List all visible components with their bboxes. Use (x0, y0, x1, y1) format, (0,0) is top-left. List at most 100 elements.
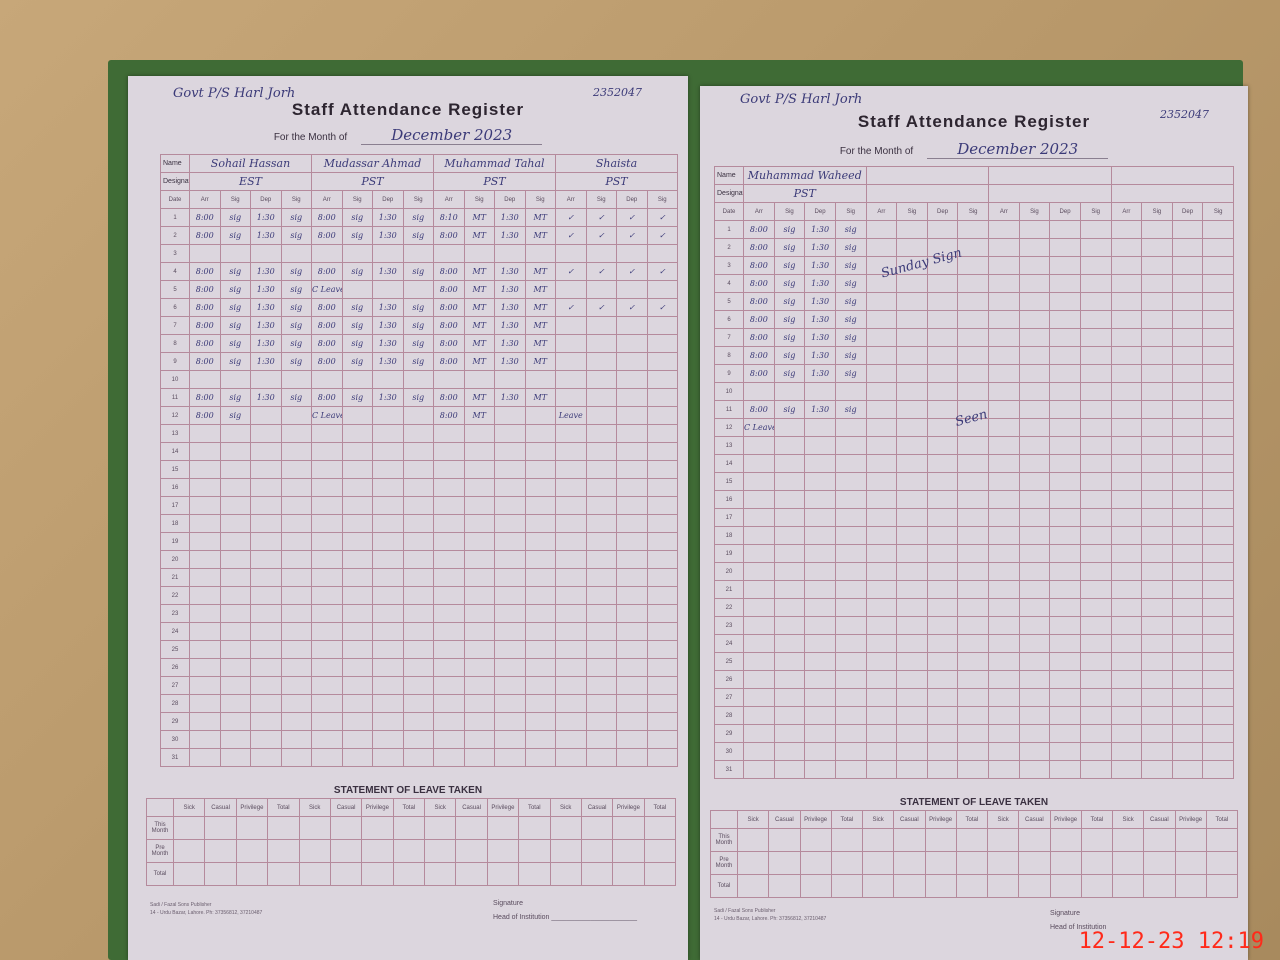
table-row: 26 (160, 658, 678, 677)
leave-header: Total (1205, 810, 1239, 829)
attendance-cell (1202, 508, 1234, 527)
column-header: Arr (555, 190, 587, 209)
leave-cell (1080, 851, 1114, 875)
column-header: Sig (280, 190, 312, 209)
attendance-cell: 8:00 (189, 208, 221, 227)
attendance-cell (865, 706, 898, 725)
date-cell: 2 (714, 238, 744, 257)
column-header: Sig (219, 190, 251, 209)
attendance-cell (926, 454, 959, 473)
column-header: Sig (957, 202, 989, 221)
attendance-cell: sig (219, 208, 251, 227)
attendance-cell (896, 742, 928, 761)
attendance-cell (1018, 454, 1051, 473)
date-cell: 20 (160, 550, 190, 569)
attendance-cell (1171, 292, 1204, 311)
attendance-cell (896, 616, 928, 635)
leave-cell (1205, 851, 1239, 875)
attendance-cell (372, 658, 404, 677)
attendance-cell (1079, 742, 1112, 761)
attendance-cell (773, 562, 806, 581)
attendance-cell (957, 544, 989, 563)
staff-designation: PST (311, 172, 434, 191)
attendance-cell: sig (219, 280, 251, 299)
attendance-cell (896, 274, 928, 293)
attendance-cell (463, 460, 495, 479)
attendance-cell (555, 244, 587, 263)
head-of-institution-label: Head of Institution (1050, 924, 1106, 931)
attendance-cell (926, 526, 959, 545)
leave-row: Total (146, 862, 677, 886)
attendance-cell (311, 730, 343, 749)
leave-cell (612, 839, 645, 863)
attendance-cell (1171, 400, 1204, 419)
attendance-cell (804, 598, 836, 617)
month-value: December 2023 (927, 140, 1109, 159)
attendance-cell (988, 256, 1020, 275)
attendance-cell (743, 616, 775, 635)
leave-header: Total (1080, 810, 1114, 829)
attendance-cell (1079, 508, 1112, 527)
attendance-cell (616, 658, 648, 677)
attendance-cell (463, 478, 495, 497)
attendance-cell (1018, 400, 1051, 419)
attendance-cell (402, 676, 434, 695)
attendance-cell: 1:30 (250, 388, 282, 407)
attendance-cell (585, 316, 617, 335)
attendance-cell (1079, 382, 1112, 401)
date-cell: 7 (714, 328, 744, 347)
leave-cell (1174, 874, 1207, 898)
table-row: 9 8:00 sig 1:30 sig (714, 364, 1234, 383)
attendance-cell (1171, 742, 1204, 761)
staff-name (865, 166, 989, 185)
attendance-cell (585, 460, 617, 479)
attendance-cell (524, 712, 556, 731)
attendance-cell (646, 406, 678, 425)
attendance-cell (1110, 472, 1143, 491)
table-row: 11 8:00 sig 1:30 sig (714, 400, 1234, 419)
date-cell: 23 (714, 616, 744, 635)
leave-cell (1205, 828, 1239, 852)
attendance-cell (957, 652, 989, 671)
attendance-cell (524, 694, 556, 713)
leave-header-row: Sick Casual Privilege Total Sick Casual Privil… (710, 810, 1239, 829)
attendance-cell: 8:00 (189, 406, 221, 425)
attendance-cell (804, 436, 836, 455)
attendance-cell (402, 748, 434, 767)
attendance-cell (988, 238, 1020, 257)
attendance-cell (463, 676, 495, 695)
leave-corner (710, 810, 738, 829)
attendance-cell (926, 436, 959, 455)
attendance-cell (1018, 652, 1051, 671)
date-header: Date (714, 202, 744, 221)
leave-header: Casual (455, 798, 488, 817)
attendance-cell (926, 616, 959, 635)
leave-cell (518, 816, 551, 840)
attendance-cell (743, 724, 775, 743)
attendance-cell (1141, 310, 1173, 329)
attendance-cell (1018, 544, 1051, 563)
attendance-cell: 1:30 (804, 310, 836, 329)
attendance-cell (804, 472, 836, 491)
attendance-cell (896, 688, 928, 707)
attendance-cell (189, 730, 221, 749)
attendance-cell (834, 562, 867, 581)
attendance-cell: MT (524, 262, 556, 281)
attendance-cell (1049, 706, 1081, 725)
attendance-cell: sig (402, 262, 434, 281)
attendance-cell (1079, 220, 1112, 239)
attendance-cell (1202, 760, 1234, 779)
attendance-cell: 1:30 (494, 226, 526, 245)
leave-row: This Month (146, 816, 677, 840)
attendance-cell (311, 496, 343, 515)
leave-header: Total (955, 810, 989, 829)
attendance-cell: 8:00 (743, 400, 775, 419)
attendance-cell (372, 280, 404, 299)
attendance-cell (1110, 508, 1143, 527)
date-cell: 8 (714, 346, 744, 365)
attendance-cell (1049, 310, 1081, 329)
month-label: For the Month of (273, 132, 348, 143)
attendance-cell (189, 676, 221, 695)
attendance-cell (372, 532, 404, 551)
publisher-line-2: 14 - Urdu Bazar, Lahore. Ph: 37356812, 3… (714, 916, 827, 922)
